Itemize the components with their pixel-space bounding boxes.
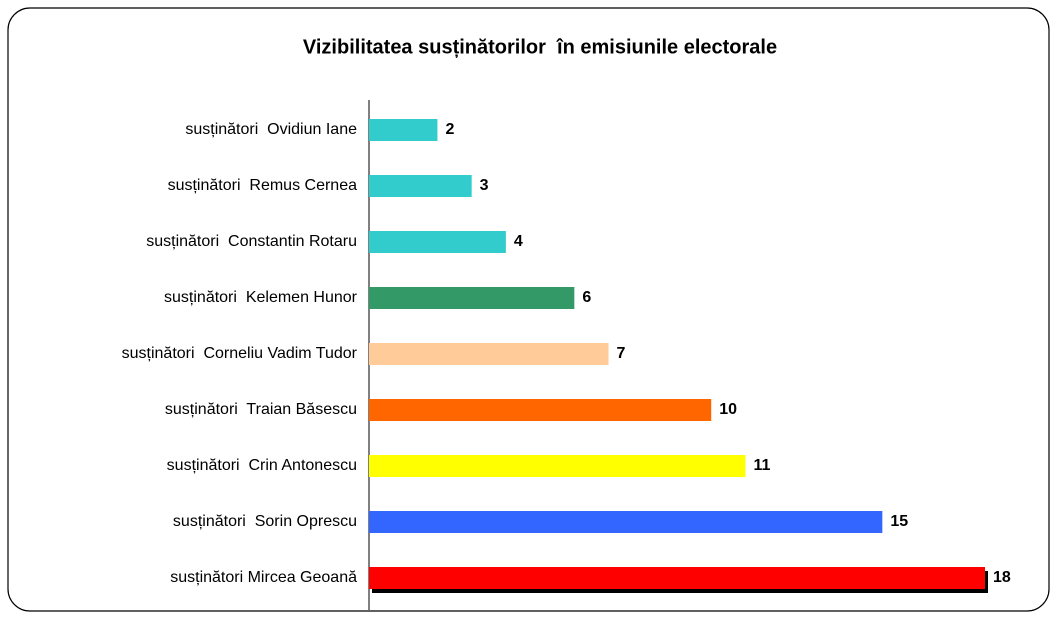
data-label: 4 [514, 233, 523, 250]
y-tick-label: susținători Kelemen Hunor [164, 289, 358, 306]
y-tick-label: susținători Mircea Geoană [170, 569, 357, 586]
bar [369, 343, 609, 365]
y-tick-label: susținători Sorin Oprescu [173, 513, 357, 530]
y-tick-label: susținători Remus Cernea [168, 177, 358, 194]
bar [369, 511, 883, 533]
bar [369, 567, 985, 589]
y-tick-label: susținători Ovidiun Iane [185, 121, 357, 138]
chart-title: Vizibilitatea susținătorilor în emisiuni… [303, 36, 777, 58]
y-tick-label: susținători Crin Antonescu [167, 457, 357, 474]
bar [369, 119, 438, 141]
data-label: 18 [993, 569, 1011, 586]
data-label: 7 [617, 345, 626, 362]
bar [369, 455, 746, 477]
y-tick-label: susținători Traian Băsescu [165, 401, 357, 418]
data-label: 2 [445, 121, 454, 138]
bar [369, 175, 472, 197]
data-label: 6 [582, 289, 591, 306]
data-label: 3 [480, 177, 489, 194]
y-tick-label: susținători Corneliu Vadim Tudor [122, 345, 358, 362]
bar [369, 287, 575, 309]
bar [369, 399, 712, 421]
data-label: 11 [753, 457, 770, 474]
data-label: 15 [890, 513, 908, 530]
y-tick-label: susținători Constantin Rotaru [146, 233, 357, 250]
bar [369, 231, 506, 253]
data-label: 10 [719, 401, 737, 418]
chart-frame [7, 7, 1050, 612]
